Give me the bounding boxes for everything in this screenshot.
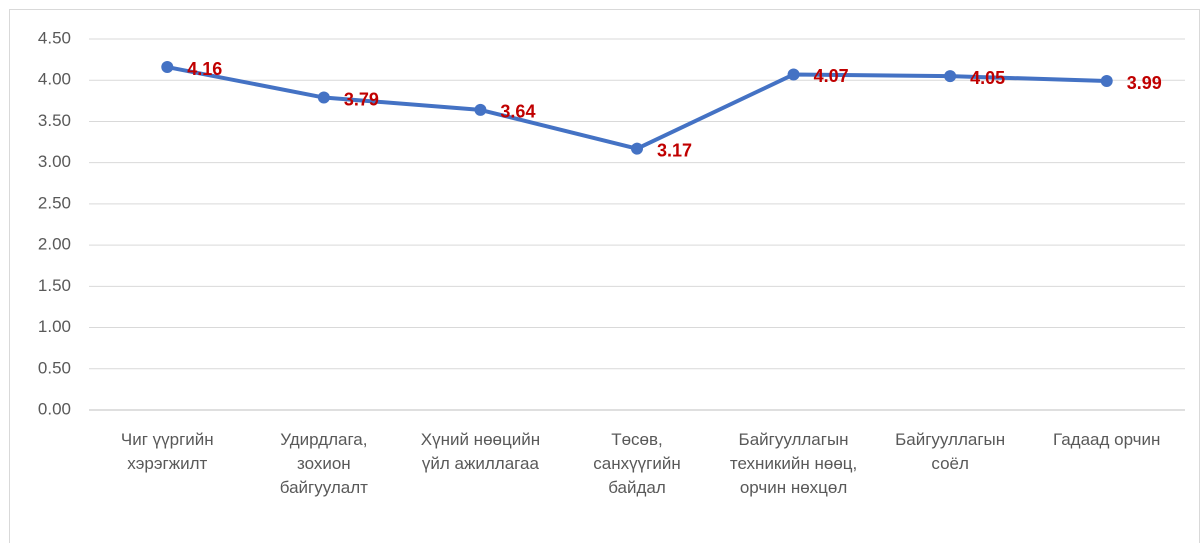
data-point bbox=[1100, 75, 1113, 88]
x-tick-label: Удирдлага, зохион байгуулалт bbox=[279, 430, 368, 497]
x-tick-label: Байгууллагын техникийн нөөц, орчин нөхцө… bbox=[729, 430, 858, 497]
data-label: 4.05 bbox=[970, 68, 1005, 88]
y-tick-label: 0.00 bbox=[38, 399, 71, 418]
y-tick-label: 2.50 bbox=[38, 193, 71, 212]
data-point bbox=[161, 61, 174, 74]
x-tick-label: Гадаад орчин bbox=[1052, 430, 1161, 449]
y-tick-label: 1.00 bbox=[38, 317, 71, 336]
data-point bbox=[787, 68, 800, 81]
data-point bbox=[944, 70, 957, 83]
y-tick-label: 4.50 bbox=[38, 28, 71, 47]
data-label: 3.64 bbox=[500, 102, 535, 122]
y-tick-label: 2.00 bbox=[38, 235, 71, 254]
y-tick-label: 3.00 bbox=[38, 152, 71, 171]
y-tick-label: 4.00 bbox=[38, 70, 71, 89]
y-tick-label: 1.50 bbox=[38, 276, 71, 295]
data-point bbox=[631, 142, 643, 155]
data-label: 3.79 bbox=[344, 89, 379, 109]
y-tick-label: 3.50 bbox=[38, 111, 71, 130]
x-tick-label: Төсөв, санхүүгийн байдал bbox=[593, 430, 681, 497]
chart-border bbox=[9, 9, 1200, 543]
data-point bbox=[474, 103, 487, 116]
data-label: 3.17 bbox=[657, 140, 692, 160]
x-tick-label: Чиг үүргийн хэрэгжилт bbox=[120, 430, 214, 473]
data-label: 4.16 bbox=[187, 59, 222, 79]
x-tick-label: Хүний нөөцийн үйл ажиллагаа bbox=[420, 430, 541, 473]
data-label: 4.07 bbox=[814, 66, 849, 86]
x-tick-label: Байгууллагын соёл bbox=[895, 430, 1006, 473]
data-point bbox=[317, 91, 330, 104]
series-line bbox=[166, 65, 1107, 151]
data-label: 3.99 bbox=[1127, 73, 1162, 93]
y-tick-label: 0.50 bbox=[38, 358, 71, 377]
